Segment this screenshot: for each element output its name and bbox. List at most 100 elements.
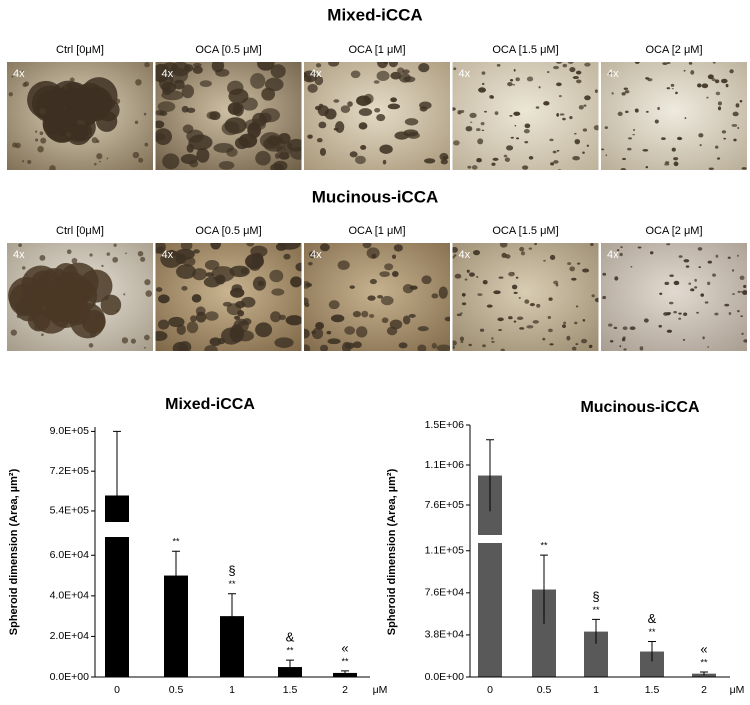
- x-tick-label: 0: [487, 684, 493, 696]
- cell: [634, 62, 640, 64]
- cell: [390, 97, 397, 103]
- panel-title: Mixed-iCCA: [327, 5, 422, 24]
- cell: [362, 243, 372, 249]
- cell: [233, 318, 249, 333]
- cell: [180, 243, 193, 251]
- cell: [563, 321, 567, 325]
- cell: [572, 76, 579, 80]
- cell: [22, 266, 26, 270]
- y-tick-label: 7.6E+04: [425, 587, 465, 599]
- significance: **: [228, 579, 236, 589]
- cell: [389, 319, 403, 330]
- chart-title: Mixed-iCCA: [165, 396, 255, 413]
- cell: [452, 107, 456, 111]
- cell: [275, 152, 281, 159]
- cell: [542, 337, 546, 341]
- cell: [515, 276, 519, 279]
- cell: [578, 105, 584, 110]
- cell: [115, 309, 119, 313]
- cell: [193, 62, 202, 68]
- cell: [548, 328, 553, 333]
- cell: [377, 295, 383, 299]
- cell: [670, 83, 675, 87]
- cell: [423, 158, 436, 164]
- cell: [553, 280, 559, 285]
- cell: [158, 72, 174, 92]
- cell: [659, 292, 663, 295]
- cell: [188, 134, 213, 151]
- cell: [690, 70, 695, 75]
- cell: [36, 319, 40, 323]
- cell: [278, 243, 301, 250]
- cell: [33, 324, 40, 331]
- cell: [521, 165, 529, 170]
- cell: [361, 310, 369, 318]
- cell: [402, 69, 410, 74]
- cell: [699, 143, 702, 147]
- cell: [491, 337, 494, 340]
- cell: [231, 284, 243, 293]
- cell: [621, 92, 626, 96]
- panel-label: Ctrl [0μM]: [56, 44, 104, 56]
- cell: [237, 310, 245, 317]
- cell: [538, 86, 541, 89]
- cell: [460, 312, 463, 315]
- cell: [632, 133, 636, 136]
- cell: [271, 288, 285, 296]
- cell-clusters: [452, 62, 599, 170]
- axis-break-gap: [96, 522, 144, 537]
- cell: [493, 290, 501, 295]
- cell: [524, 141, 529, 144]
- cell: [739, 100, 743, 103]
- cell: [431, 342, 437, 349]
- cell: [168, 316, 185, 328]
- cell: [666, 87, 671, 90]
- cell: [460, 340, 464, 344]
- cell: [546, 71, 550, 73]
- y-axis-label: Spheroid dimension (Area, µm²): [386, 468, 398, 635]
- y-tick-label: 6.0E+04: [50, 549, 90, 561]
- cell: [457, 110, 462, 115]
- cell: [547, 316, 552, 319]
- y-axis-label: Spheroid dimension (Area, µm²): [8, 468, 20, 635]
- cell: [664, 161, 670, 164]
- cell: [135, 79, 142, 86]
- cell: [30, 294, 36, 300]
- panel-label: OCA [1 μM]: [348, 44, 405, 56]
- cell: [712, 62, 716, 64]
- cell: [99, 160, 101, 163]
- cell: [393, 244, 403, 252]
- cell: [657, 106, 660, 110]
- cell: [439, 152, 449, 161]
- cell: [622, 157, 626, 161]
- cell: [593, 125, 599, 131]
- cell: [605, 154, 608, 157]
- cell: [344, 342, 355, 349]
- cell: [176, 264, 196, 279]
- cell: [591, 294, 595, 298]
- cell: [478, 87, 486, 93]
- cell: [459, 336, 465, 342]
- cell: [702, 336, 705, 340]
- cell: [534, 243, 538, 246]
- cell: [707, 281, 711, 286]
- cell: [157, 319, 170, 330]
- y-tick-label: 1.1E+05: [425, 545, 465, 557]
- cell: [391, 271, 399, 277]
- cell: [604, 126, 608, 129]
- cell: [654, 119, 659, 124]
- y-tick-label: 1.1E+06: [425, 459, 465, 471]
- spheroid: [42, 115, 62, 135]
- y-tick-label: 7.6E+05: [425, 499, 465, 511]
- cell: [684, 117, 687, 120]
- cell: [398, 342, 408, 349]
- cell: [157, 294, 170, 304]
- cell: [155, 120, 165, 129]
- error-bar: [113, 430, 121, 529]
- cell: [609, 340, 614, 343]
- cell: [715, 145, 719, 149]
- cell: [590, 243, 594, 247]
- error-bar: [228, 593, 236, 639]
- cell: [668, 301, 674, 305]
- cell: [536, 303, 541, 308]
